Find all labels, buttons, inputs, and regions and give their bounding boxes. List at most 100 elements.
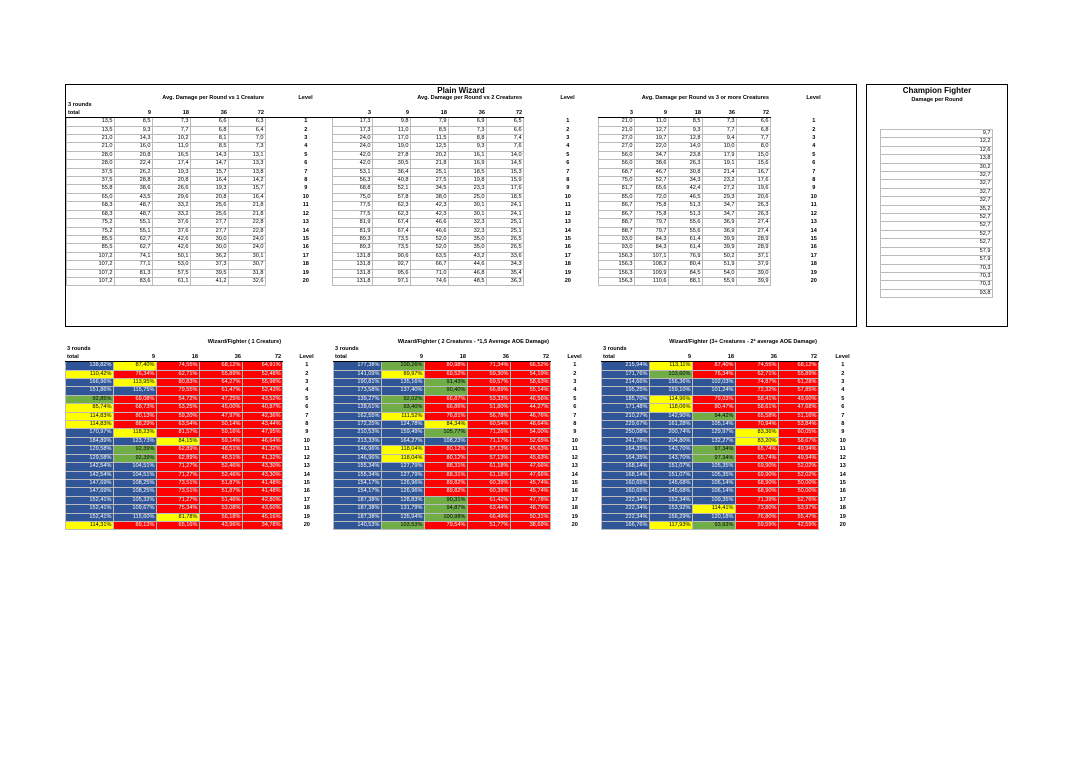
ratio-cell: 152,34%	[649, 495, 693, 506]
table-row: 56,3 40,8 27,5 19,8 15,9 8	[332, 176, 612, 186]
table-cell: 20,8	[190, 192, 229, 203]
table-cell: 15,7	[190, 167, 229, 178]
ratio-cell: 177,38%	[333, 361, 382, 371]
table-cell: 72,0	[634, 192, 669, 203]
col-header: 36	[199, 353, 243, 363]
level-cell: 17	[303, 496, 310, 503]
level-cell: 5	[573, 395, 577, 402]
champion-damage-cell: 32,7	[880, 187, 993, 198]
table-row: 68,3 48,7 33,2 25,6 21,8 11	[66, 201, 346, 211]
table-cell: 28,0	[66, 159, 115, 169]
table-cell: 15,0	[735, 150, 772, 161]
ratio-cell: 92,39%	[113, 453, 157, 464]
col-header: 72	[228, 109, 266, 119]
table-cell: 75,8	[634, 201, 669, 211]
champion-damage-cell: 70,3	[880, 263, 993, 273]
table-cell: 27,4	[735, 226, 772, 236]
champion-damage-cell: 13,8	[880, 154, 993, 164]
col-header: 36	[190, 109, 229, 119]
table-cell: 56,0	[598, 159, 635, 169]
ratio-cell: 61,18%	[467, 470, 511, 480]
ratio-cell: 222,34%	[601, 495, 650, 506]
table-row: 166,76% 117,93% 93,93% 59,59% 42,59% 20	[601, 520, 867, 531]
ratio-cell: 53,33%	[467, 394, 511, 405]
table-cell: 65,6	[634, 184, 669, 194]
table-cell: 7,4	[485, 134, 525, 144]
table-cell: 97,1	[372, 276, 411, 287]
table-row: 170,97% 118,23% 81,57% 59,16% 47,95% 9	[65, 428, 331, 438]
level-cell: 17	[839, 496, 846, 503]
table-row: 190,81% 135,16% 91,43% 69,57% 58,63% 3	[333, 378, 599, 388]
ratio-cell: 151,07%	[649, 462, 693, 472]
ratio-cell: 147,69%	[65, 478, 114, 489]
ratio-cell: 138,82%	[65, 361, 114, 371]
ratio-2-creatures-title: Wizard/Fighter ( 2 Creatures - *1,5 Aver…	[397, 339, 550, 345]
table-cell: 34,3	[668, 176, 703, 186]
table-cell: 86,7	[598, 201, 635, 211]
table-cell: 34,7	[634, 150, 669, 161]
table-cell: 36,9	[702, 226, 737, 236]
level-cell: 14	[303, 471, 310, 478]
ratio-cell: 200,74%	[649, 428, 693, 438]
ratio-cell: 80,83%	[156, 378, 200, 388]
level-cell: 2	[573, 370, 577, 377]
ratio-cell: 46,56%	[509, 394, 552, 405]
ratio-cell: 42,80%	[241, 495, 284, 506]
table-row: 152,41% 105,32% 71,27% 51,46% 42,80% 17	[65, 495, 331, 506]
level-cell: 9	[305, 429, 309, 436]
table-row: 56,0 38,6 26,3 19,1 15,6 6	[598, 159, 857, 169]
table-cell: 33,2	[152, 209, 191, 220]
table-cell: 20,2	[410, 150, 449, 161]
table-row: 214,66% 156,36% 102,03% 74,87% 61,28% 3	[601, 378, 867, 388]
table-row: 81,9 67,4 46,6 32,3 25,1 13	[332, 218, 612, 228]
table-cell: 22,4	[114, 159, 153, 169]
level-cell: 6	[841, 404, 845, 411]
ratio-cell: 53,84%	[777, 420, 820, 430]
table-row: 138,82% 87,40% 74,55% 68,12% 64,91% 1	[65, 361, 331, 371]
level-cell: 13	[571, 463, 578, 470]
table-cell: 107,1	[634, 251, 669, 262]
ratio-cell: 64,27%	[199, 378, 243, 388]
level-cell: 9	[566, 185, 570, 192]
ratio-cell: 105,35%	[692, 470, 736, 480]
ratio-cell: 104,51%	[113, 462, 157, 472]
ratio-cell: 68,12%	[199, 361, 243, 371]
ratio-cell: 170,97%	[65, 428, 114, 438]
champion-damage-cell: 52,7	[880, 221, 993, 231]
table-cell: 38,6	[634, 159, 669, 169]
level-cell: 10	[810, 193, 817, 200]
table-row: 30,2	[880, 162, 993, 173]
ratio-cell: 68,90%	[735, 487, 779, 497]
table-cell: 84,3	[634, 234, 669, 245]
level-cell: 18	[302, 261, 309, 268]
table-cell: 32,3	[448, 218, 487, 228]
table-row: 152,41% 109,67% 75,34% 53,08% 43,60% 18	[65, 504, 331, 514]
level-cell: 15	[810, 235, 817, 242]
ratio-cell: 190,81%	[333, 378, 382, 388]
level-cell: 19	[303, 513, 310, 520]
col-header: 72	[736, 109, 771, 119]
table-row: 152,41% 115,60% 81,78% 56,18% 45,16% 19	[65, 512, 331, 522]
table-row: 146,96% 118,04% 80,12% 57,13% 45,63% 12	[333, 453, 599, 464]
table-row: 35,2	[880, 204, 993, 215]
table-row: 114,31% 89,13% 65,16% 43,96% 34,78% 20	[65, 520, 331, 531]
ratio-cell: 105,77%	[424, 428, 468, 438]
table-cell: 39,9	[702, 234, 737, 245]
table-cell: 6,3	[228, 117, 266, 127]
ratio-cell: 62,71%	[156, 369, 200, 380]
table-cell: 62,3	[372, 209, 411, 220]
table-cell: 131,8	[332, 260, 373, 270]
table-cell: 14,3	[114, 134, 153, 144]
ratio-cell: 187,38%	[333, 495, 382, 506]
table-cell: 156,3	[598, 251, 635, 262]
col-header: 3	[332, 109, 373, 119]
table-cell: 16,4	[190, 176, 229, 186]
ratio-cell: 43,52%	[241, 394, 284, 405]
table-row: 17,3 11,0 8,5 7,3 6,6 2	[332, 125, 612, 136]
col-header: 72	[486, 109, 524, 119]
ratio-cell: 172,25%	[333, 420, 382, 430]
level-cell: 9	[573, 429, 577, 436]
level-cell: 11	[571, 446, 578, 453]
table-cell: 86,7	[598, 209, 635, 220]
table-cell: 23,8	[668, 150, 703, 161]
